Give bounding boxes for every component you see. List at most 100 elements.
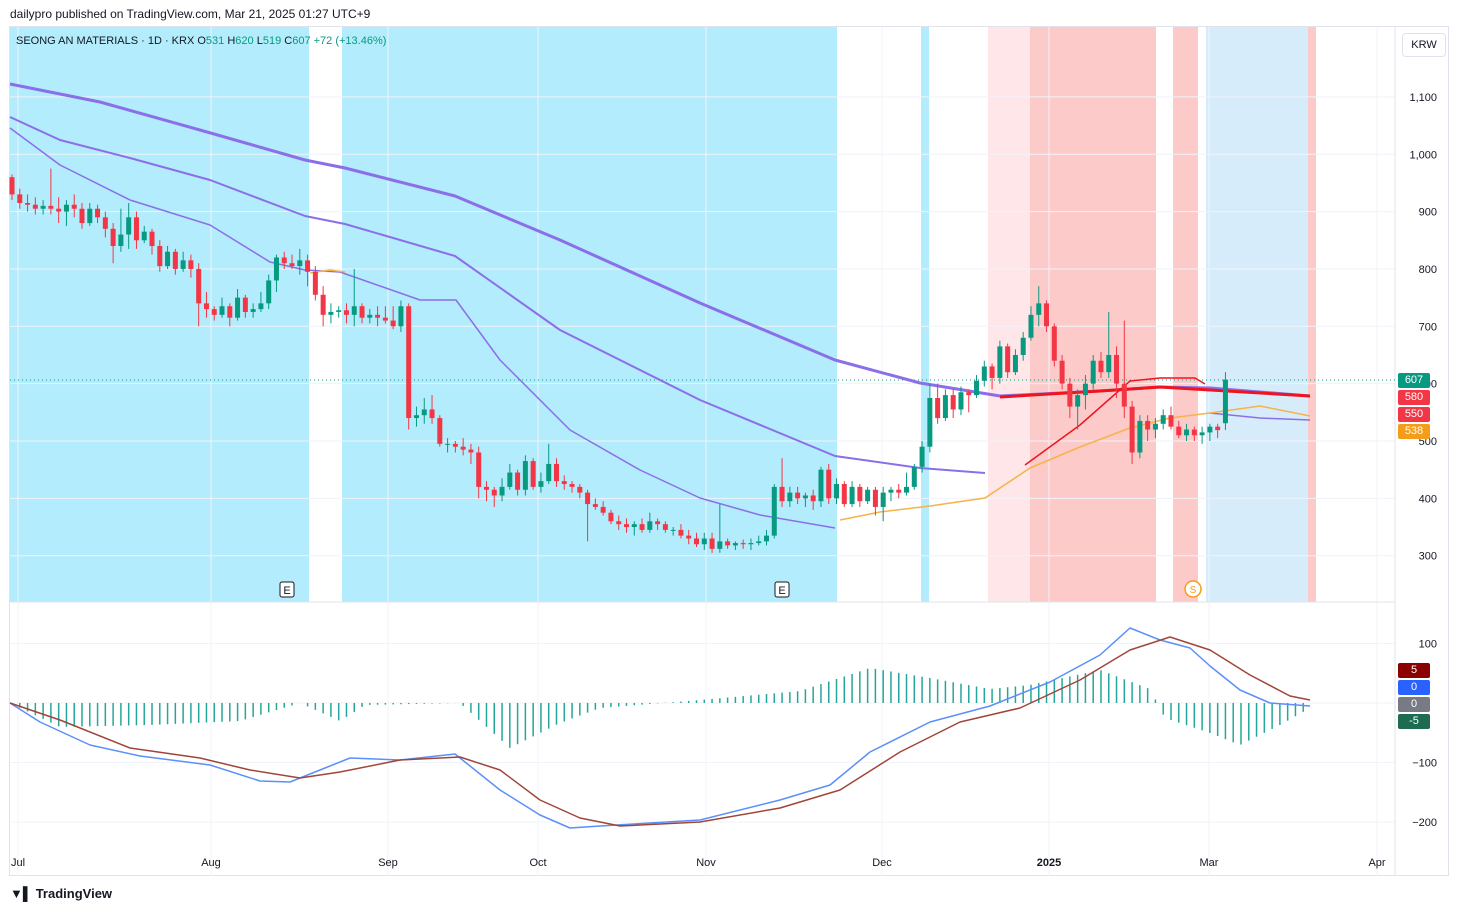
candle-body [865, 489, 871, 502]
candle [79, 202, 85, 229]
candle [725, 538, 731, 549]
candle [165, 246, 171, 269]
candle-body [802, 495, 808, 499]
candle-body [141, 231, 147, 241]
candle-body [429, 409, 435, 419]
candle [149, 228, 155, 255]
candle [1036, 286, 1042, 327]
candle [631, 521, 637, 536]
candle [110, 223, 116, 264]
candle [1044, 300, 1050, 333]
price-tick-label: 1,000 [1409, 149, 1437, 161]
candle-body [1121, 383, 1127, 407]
zone-7 [1308, 27, 1316, 602]
chart-frame [9, 26, 1449, 876]
candle [351, 268, 357, 327]
candle [1145, 415, 1151, 441]
candle-body [281, 257, 287, 264]
candle-body [25, 202, 31, 205]
candle-body [872, 489, 878, 507]
candle-body [725, 541, 731, 546]
candle [670, 527, 676, 536]
candle-body [1207, 426, 1213, 433]
candle [748, 538, 754, 550]
candle [616, 515, 622, 530]
candle-body [32, 204, 38, 209]
candle [740, 539, 746, 549]
price-tick-label: 800 [1419, 264, 1437, 276]
candle [1222, 372, 1228, 431]
candle-body [608, 512, 614, 522]
low-value: 519 [262, 35, 282, 47]
candle [787, 486, 793, 507]
candle [919, 441, 925, 473]
currency-button[interactable]: KRW [1402, 33, 1446, 57]
candle-body [950, 395, 956, 410]
candle [810, 489, 816, 510]
candle-body [701, 538, 707, 545]
candle [701, 532, 707, 550]
candle-body [849, 486, 855, 505]
candle-body [709, 538, 715, 549]
candle-body [989, 366, 995, 378]
candle [172, 248, 178, 275]
candle-body [359, 306, 365, 318]
candle-body [17, 194, 23, 203]
candle [841, 481, 847, 507]
open-label: O [197, 35, 206, 47]
tradingview-brand: TradingView [35, 886, 113, 901]
ema-red-line [1024, 377, 1206, 466]
candle [950, 389, 956, 419]
background-zones [10, 27, 1316, 602]
candle [942, 389, 948, 421]
candle-body [71, 204, 77, 209]
candle-body [834, 484, 840, 499]
macd-tick-label: 100 [1419, 639, 1437, 651]
candle [989, 363, 995, 390]
candle [48, 168, 54, 215]
candle [25, 194, 31, 212]
symbol-name: SEONG AN MATERIALS · 1D · KRX [16, 35, 195, 47]
candle-body [740, 543, 746, 545]
candle [569, 481, 575, 493]
candle-body [227, 306, 233, 318]
candle [1191, 426, 1197, 441]
candle-body [9, 177, 15, 195]
candle-body [1152, 423, 1158, 430]
zone-6 [1206, 27, 1308, 602]
candle-body [476, 452, 482, 487]
earnings-marker-label: E [283, 585, 290, 597]
candle [888, 486, 894, 502]
candle [476, 446, 482, 499]
publisher-line: dailypro published on TradingView.com, M… [10, 7, 371, 21]
candle-body [382, 317, 388, 321]
candle [1176, 420, 1182, 439]
candle-body [40, 205, 46, 209]
candle [1020, 332, 1026, 361]
candle-body [1168, 415, 1174, 427]
candle-body [1215, 426, 1221, 431]
tradingview-logo[interactable]: ▼▌ TradingView [10, 886, 112, 901]
candle-body [1184, 429, 1190, 436]
candle-body [538, 481, 544, 487]
candle-body [771, 486, 777, 536]
candle-body [211, 309, 217, 315]
candle [904, 472, 910, 496]
candle-body [445, 443, 451, 445]
candle-body [367, 314, 373, 318]
candle [1082, 375, 1088, 410]
candle [561, 475, 567, 490]
candle [1028, 306, 1034, 341]
candle-body [857, 486, 863, 502]
candle [709, 532, 715, 553]
candle-body [242, 297, 248, 312]
candle-body [157, 246, 163, 267]
candle-body [289, 263, 295, 267]
candle [203, 291, 209, 318]
candle-body [1191, 429, 1197, 436]
candle-body [219, 306, 225, 315]
change-value: +72 (+13.46%) [313, 35, 387, 47]
candle [157, 240, 163, 272]
